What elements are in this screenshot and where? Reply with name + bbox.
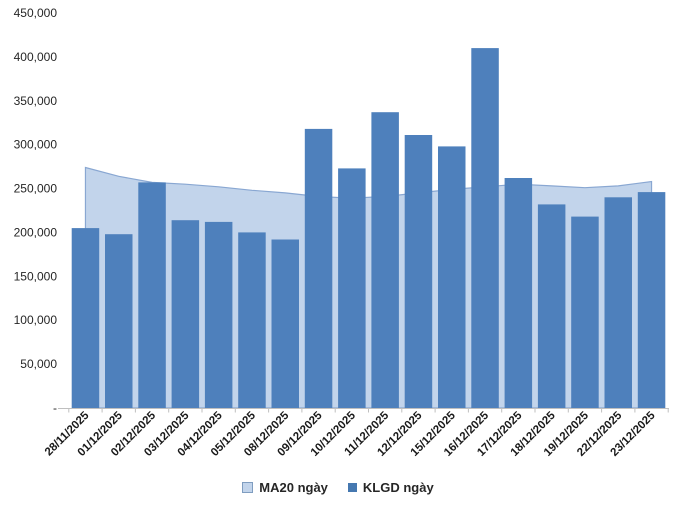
ma20-swatch-icon bbox=[242, 482, 254, 493]
volume-bar bbox=[238, 232, 266, 408]
volume-bar bbox=[604, 197, 632, 408]
volume-bar bbox=[338, 168, 366, 408]
chart-legend: MA20 ngày KLGD ngày bbox=[0, 480, 676, 495]
volume-bar bbox=[537, 204, 566, 408]
y-axis-label: 50,000 bbox=[20, 357, 57, 371]
ma20-area bbox=[84, 166, 653, 409]
volume-bar bbox=[304, 128, 333, 408]
y-axis-label: 100,000 bbox=[14, 313, 58, 327]
volume-bar bbox=[204, 221, 233, 408]
volume-bar bbox=[571, 216, 599, 408]
klgd-swatch-icon bbox=[347, 483, 357, 492]
volume-bar bbox=[404, 135, 433, 408]
legend-item-klgd[interactable]: KLGD ngày bbox=[347, 480, 434, 495]
legend-item-ma20[interactable]: MA20 ngày bbox=[242, 480, 328, 495]
volume-bar bbox=[371, 112, 399, 408]
volume-bar bbox=[504, 178, 533, 408]
y-axis-label: 400,000 bbox=[14, 50, 58, 64]
y-axis-label: 350,000 bbox=[14, 94, 58, 108]
chart-canvas: - 50,000 100,000 150,000 200,000 250,000 300,0… bbox=[14, 6, 669, 459]
y-axis-label: 300,000 bbox=[14, 138, 58, 152]
legend-label-ma20: MA20 ngày bbox=[259, 480, 328, 495]
volume-bar bbox=[138, 182, 166, 408]
y-axis-label: 200,000 bbox=[14, 225, 58, 239]
volume-bar bbox=[171, 220, 200, 408]
volume-bar bbox=[105, 234, 133, 408]
volume-bar bbox=[637, 192, 666, 408]
y-axis-label: 150,000 bbox=[14, 269, 58, 283]
y-axis-label: - bbox=[53, 401, 57, 415]
volume-bar bbox=[438, 146, 466, 408]
y-axis-label: 250,000 bbox=[14, 182, 58, 196]
volume-bar bbox=[271, 239, 299, 408]
legend-label-klgd: KLGD ngày bbox=[362, 480, 434, 495]
volume-bar bbox=[471, 48, 499, 408]
y-axis-label: 450,000 bbox=[14, 6, 58, 20]
volume-bar bbox=[71, 228, 100, 408]
